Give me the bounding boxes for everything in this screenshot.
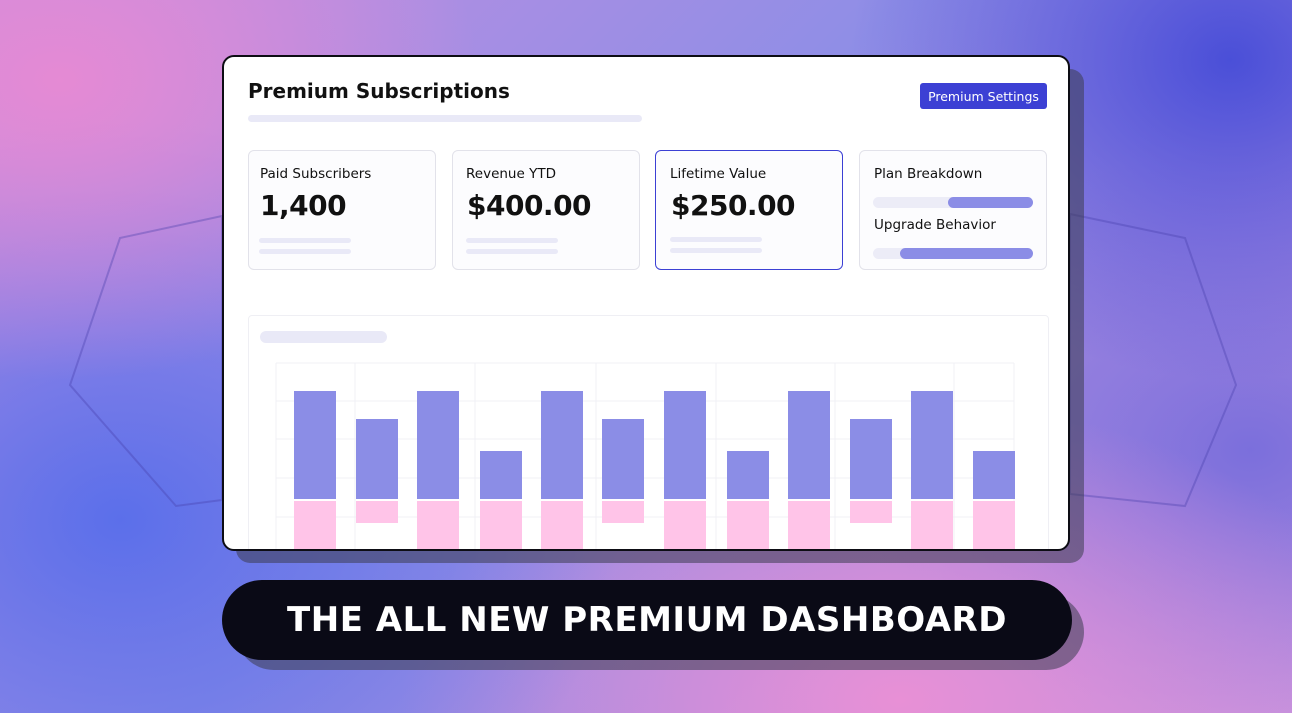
skeleton-bar	[973, 451, 1015, 499]
dashboard-card: Premium Subscriptions Premium Settings P…	[222, 55, 1070, 551]
metric-card: Paid Subscribers 1,400	[248, 150, 436, 270]
skeleton-bar	[602, 501, 644, 523]
skeleton-line	[466, 238, 558, 243]
skeleton-line	[259, 249, 351, 254]
metric-label: Revenue YTD	[466, 166, 556, 182]
skeleton-bar	[602, 419, 644, 499]
chart-panel	[248, 315, 1049, 549]
metric-value: $250.00	[671, 189, 796, 222]
skeleton-bar	[356, 501, 398, 523]
upgrade-label: Upgrade Behavior	[874, 217, 996, 233]
skeleton-line	[670, 248, 762, 253]
progress-fill	[948, 197, 1033, 208]
metric-label: Lifetime Value	[670, 166, 767, 182]
settings-button[interactable]: Premium Settings	[920, 83, 1047, 109]
skeleton-bar	[664, 391, 706, 499]
banner: THE ALL NEW PREMIUM DASHBOARD	[222, 580, 1072, 660]
skeleton-line	[466, 249, 558, 254]
skeleton-bar	[417, 501, 459, 549]
metric-card: Revenue YTD $400.00	[452, 150, 640, 270]
metric-value: $400.00	[467, 189, 592, 222]
page-title: Premium Subscriptions	[248, 79, 510, 103]
skeleton-bar	[294, 391, 336, 499]
skeleton-bar	[788, 501, 830, 549]
skeleton-bar	[417, 391, 459, 499]
plan-label: Plan Breakdown	[874, 166, 983, 182]
metric-value: 1,400	[260, 189, 347, 222]
skeleton-bar	[911, 391, 953, 499]
skeleton-line	[259, 238, 351, 243]
skeleton-bar	[911, 501, 953, 549]
hexagon	[68, 214, 223, 508]
skeleton-line	[248, 115, 642, 122]
skeleton-bar	[356, 419, 398, 499]
metric-card: Lifetime Value $250.00	[655, 150, 843, 270]
progress-fill	[900, 248, 1033, 259]
skeleton-bar	[850, 419, 892, 499]
progress-track	[873, 248, 1033, 259]
skeleton-bar	[541, 501, 583, 549]
skeleton-bar	[480, 501, 522, 549]
skeleton-bar	[850, 501, 892, 523]
skeleton-bar	[294, 501, 336, 549]
skeleton-bar	[727, 451, 769, 499]
progress-track	[873, 197, 1033, 208]
skeleton-bar	[788, 391, 830, 499]
chart-skeleton	[275, 362, 1015, 549]
skeleton-bar	[480, 451, 522, 499]
skeleton-bar	[727, 501, 769, 549]
skeleton-bar	[541, 391, 583, 499]
skeleton-line	[260, 331, 387, 343]
skeleton-bar	[973, 501, 1015, 549]
skeleton-line	[670, 237, 762, 242]
metric-card: Plan Breakdown Upgrade Behavior	[859, 150, 1047, 270]
skeleton-bar	[664, 501, 706, 549]
hexagon	[1069, 212, 1238, 508]
metric-label: Paid Subscribers	[260, 166, 372, 182]
